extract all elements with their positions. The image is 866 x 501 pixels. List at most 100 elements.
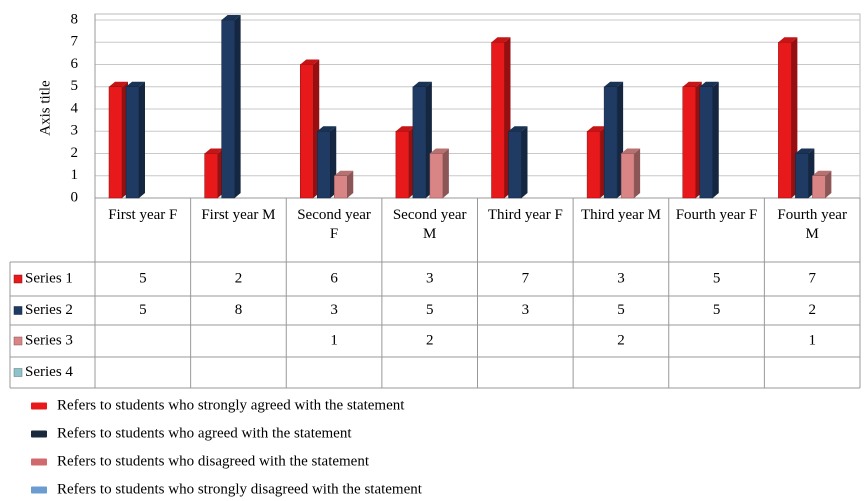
y-tick-label: 6 (71, 56, 79, 72)
bar-top (604, 81, 624, 87)
y-tick-label: 5 (71, 78, 79, 94)
table-value: 5 (139, 270, 147, 286)
table-value: 5 (617, 302, 625, 318)
y-axis-title: Axis title (37, 80, 53, 136)
bar (491, 42, 505, 199)
table-value: 5 (713, 302, 721, 318)
bar-top (587, 126, 607, 132)
table-value: 1 (330, 332, 338, 348)
bar (682, 86, 696, 199)
bar-side (521, 126, 528, 198)
bar (429, 153, 444, 199)
note-text: Refers to students who strongly agreed w… (57, 397, 405, 413)
x-tick-label: First year F (108, 207, 178, 223)
x-tick-label: Second year M (392, 207, 467, 242)
bar-top (204, 148, 224, 154)
table-value: 3 (617, 270, 625, 286)
legend-label: Series 2 (25, 302, 73, 318)
y-tick-label: 1 (71, 167, 79, 183)
legend-swatch (13, 274, 23, 284)
bar-side (347, 170, 354, 198)
bar (108, 86, 123, 199)
bar (221, 19, 235, 199)
bar (412, 86, 427, 199)
legend-label: Series 1 (25, 270, 73, 286)
bar-top (778, 37, 798, 43)
bar-side (634, 148, 641, 198)
note-swatch (31, 458, 47, 466)
bar-top (491, 37, 511, 43)
bar (812, 175, 826, 199)
x-tick-label: Fourth year F (675, 207, 758, 223)
bar (778, 42, 792, 199)
table-value: 8 (235, 302, 243, 318)
y-tick-label: 4 (71, 100, 79, 116)
y-tick-label: 0 (71, 189, 79, 205)
bar-side (442, 148, 449, 198)
table-value: 1 (808, 332, 816, 348)
table-value: 2 (808, 302, 816, 318)
table-value: 7 (808, 270, 816, 286)
table-value: 5 (426, 302, 434, 318)
y-tick-label: 3 (71, 123, 79, 139)
bar (586, 131, 601, 199)
note-text: Refers to students who disagreed with th… (57, 453, 370, 469)
bar (395, 131, 410, 199)
table-value: 6 (330, 270, 338, 286)
x-tick-label: Third year M (580, 207, 661, 223)
bar (334, 175, 348, 199)
bar (699, 86, 713, 199)
table-value: 3 (330, 302, 338, 318)
bar-side (712, 81, 719, 198)
x-tick-label: Second year F (297, 207, 371, 242)
legend-label: Series 3 (25, 332, 73, 348)
note-text: Refers to students who agreed with the s… (57, 425, 352, 441)
bar-top (812, 170, 832, 176)
bar-top (395, 126, 415, 132)
bar (317, 131, 331, 199)
bar-side (825, 170, 832, 198)
bar (508, 131, 522, 199)
bar (204, 153, 218, 199)
legend-swatch (13, 306, 23, 315)
bar-top (109, 81, 128, 87)
x-tick-label: Third year F (487, 207, 563, 223)
legend-label: Series 4 (25, 364, 73, 380)
y-tick-label: 2 (71, 145, 79, 161)
x-tick-label: Fourth year M (777, 207, 847, 242)
table-value: 2 (617, 332, 625, 348)
bar-top (621, 148, 641, 154)
bar-top (221, 15, 241, 20)
table-value: 2 (426, 332, 434, 348)
bar (125, 86, 140, 199)
bar-side (234, 15, 241, 198)
bar-top (126, 81, 145, 87)
table-value: 5 (139, 302, 147, 318)
bar (620, 153, 635, 199)
table-value: 7 (522, 270, 530, 286)
table-value: 2 (235, 270, 243, 286)
bar-top (795, 148, 815, 154)
note-swatch (31, 486, 47, 494)
legend-swatch (13, 336, 23, 346)
note-swatch (31, 430, 47, 438)
bar-side (139, 81, 145, 198)
bar-top (334, 170, 354, 176)
table-value: 3 (522, 302, 530, 318)
legend-swatch (13, 368, 23, 377)
table-value: 5 (713, 270, 721, 286)
bar-top (699, 81, 719, 87)
note-swatch (31, 402, 47, 410)
note-text: Refers to students who strongly disagree… (57, 481, 423, 497)
bar-top (300, 59, 320, 65)
bar-top (317, 126, 337, 132)
bar-top (682, 81, 702, 87)
bar-top (429, 148, 449, 154)
bar-top (412, 81, 432, 87)
table-value: 3 (426, 270, 434, 286)
y-tick-label: 8 (71, 11, 79, 27)
y-tick-label: 7 (71, 34, 79, 50)
bar-top (508, 126, 528, 132)
